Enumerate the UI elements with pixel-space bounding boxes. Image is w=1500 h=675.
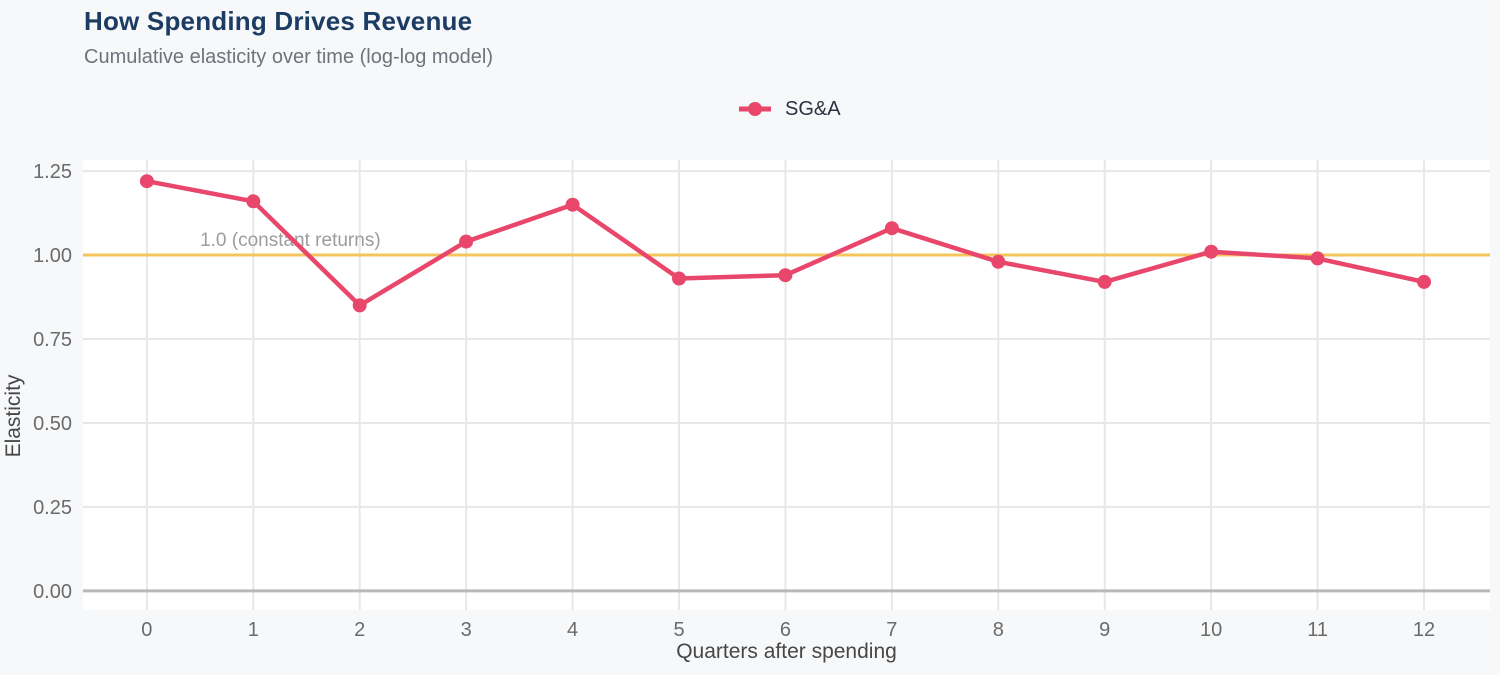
data-point-marker xyxy=(884,221,899,236)
x-tick-label: 8 xyxy=(993,619,1004,641)
x-tick-label: 0 xyxy=(141,619,152,641)
y-tick-label: 1.25 xyxy=(33,161,72,183)
y-tick-label: 1.00 xyxy=(33,245,72,267)
x-tick-label: 11 xyxy=(1307,619,1328,641)
data-point-marker xyxy=(672,271,686,286)
legend-label: SG&A xyxy=(785,97,841,120)
y-axis-title: Elasticity xyxy=(2,374,25,457)
data-point-marker xyxy=(246,194,261,209)
data-point-marker xyxy=(1417,274,1431,289)
x-tick-label: 12 xyxy=(1413,619,1435,641)
x-tick-label: 3 xyxy=(461,619,472,641)
data-point-marker xyxy=(565,197,580,212)
y-tick-label: 0.75 xyxy=(33,329,72,351)
legend-item-sga: SG&A xyxy=(738,98,841,121)
x-tick-label: 9 xyxy=(1099,619,1110,641)
x-axis-title: Quarters after spending xyxy=(676,640,897,663)
x-tick-label: 4 xyxy=(567,619,578,641)
data-point-marker xyxy=(778,268,793,283)
plot-area xyxy=(83,160,1490,610)
data-point-marker xyxy=(1310,251,1325,266)
chart-header: How Spending Drives Revenue Cumulative e… xyxy=(84,6,493,69)
data-point-marker xyxy=(1204,244,1219,259)
data-point-marker xyxy=(459,234,474,249)
x-tick-label: 1 xyxy=(248,619,259,641)
data-point-marker xyxy=(1097,274,1112,289)
data-point-marker xyxy=(991,254,1006,269)
data-point-marker xyxy=(352,298,367,313)
legend: SG&A xyxy=(738,96,841,122)
y-tick-label: 0.50 xyxy=(33,413,72,435)
x-tick-label: 7 xyxy=(886,619,897,641)
y-tick-label: 0.25 xyxy=(33,497,72,519)
x-tick-label: 6 xyxy=(780,619,791,641)
chart-title: How Spending Drives Revenue xyxy=(84,6,473,36)
chart-subtitle: Cumulative elasticity over time (log-log… xyxy=(84,46,494,68)
x-tick-label: 2 xyxy=(354,619,365,641)
x-tick-label: 10 xyxy=(1200,619,1222,641)
legend-line-marker-icon xyxy=(739,102,771,116)
data-point-marker xyxy=(139,174,154,189)
x-tick-label: 5 xyxy=(673,619,684,641)
y-tick-label: 0.00 xyxy=(33,581,72,603)
